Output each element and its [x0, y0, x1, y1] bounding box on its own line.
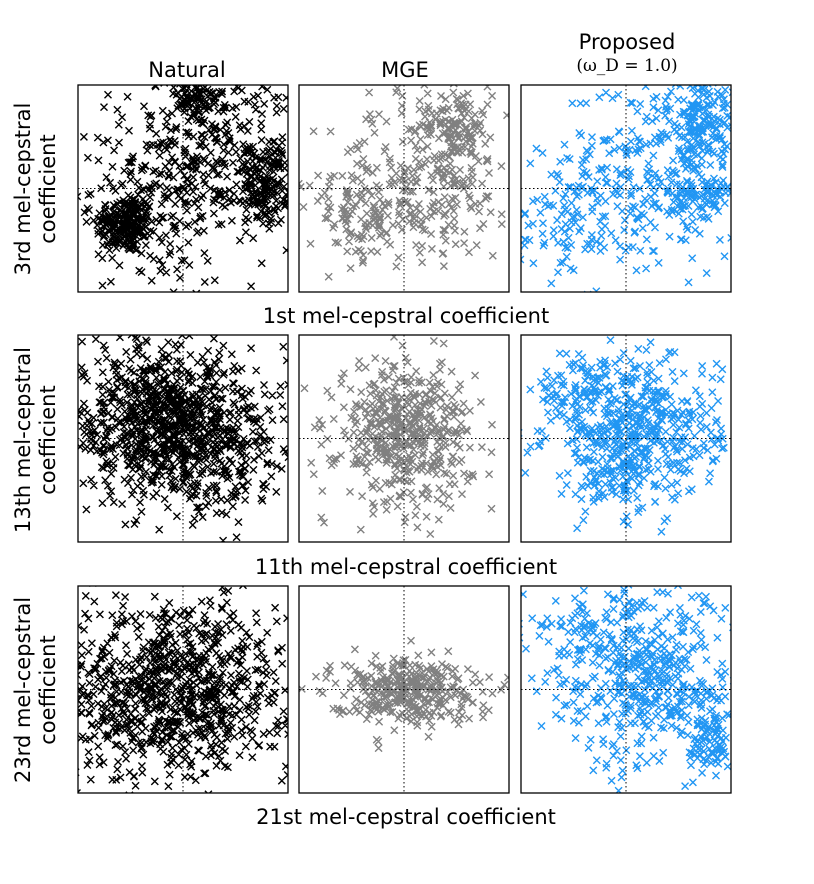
- panel-r3-proposed: [520, 585, 732, 794]
- column-title-mge: MGE: [381, 58, 429, 82]
- panel-r1-mge: [298, 84, 510, 293]
- scatter-points: [78, 586, 288, 793]
- x-markers: [299, 85, 509, 281]
- x-markers: [78, 335, 288, 542]
- scatter-points: [521, 336, 728, 536]
- x-markers: [78, 586, 288, 793]
- panel-frame: [298, 334, 510, 543]
- column-subtitle-proposed: (ω_D = 1.0): [576, 56, 678, 76]
- panel-r3-mge: [298, 585, 510, 794]
- scatter-points: [299, 85, 509, 281]
- x-markers: [78, 85, 288, 292]
- scatter-points: [78, 85, 288, 292]
- panel-frame: [77, 84, 289, 293]
- row3-xlabel: 21st mel-cepstral coefficient: [256, 805, 556, 829]
- panel-frame: [77, 585, 289, 794]
- panel-r2-mge: [298, 334, 510, 543]
- column-title-natural: Natural: [148, 58, 226, 82]
- scatter-points: [299, 636, 509, 753]
- panel-r1-proposed: [520, 84, 732, 293]
- row1-xlabel: 1st mel-cepstral coefficient: [262, 304, 550, 328]
- panel-r1-natural: [77, 84, 289, 293]
- panel-frame: [520, 334, 732, 543]
- panel-frame: [520, 585, 732, 794]
- column-title-proposed: Proposed: [578, 30, 676, 54]
- x-markers: [521, 336, 728, 536]
- scatter-points: [521, 586, 731, 793]
- panel-r3-natural: [77, 585, 289, 794]
- x-markers: [521, 586, 731, 793]
- scatter-points: [521, 85, 731, 292]
- scatter-points: [78, 335, 288, 542]
- panel-frame: [77, 334, 289, 543]
- x-markers: [521, 85, 731, 292]
- panel-frame: [298, 585, 510, 794]
- panel-r2-proposed: [520, 334, 732, 543]
- x-markers: [299, 636, 509, 753]
- scatter-points: [300, 335, 496, 538]
- row2-xlabel: 11th mel-cepstral coefficient: [254, 555, 558, 579]
- panel-frame: [520, 84, 732, 293]
- panel-frame: [298, 84, 510, 293]
- x-markers: [300, 335, 496, 538]
- panel-r2-natural: [77, 334, 289, 543]
